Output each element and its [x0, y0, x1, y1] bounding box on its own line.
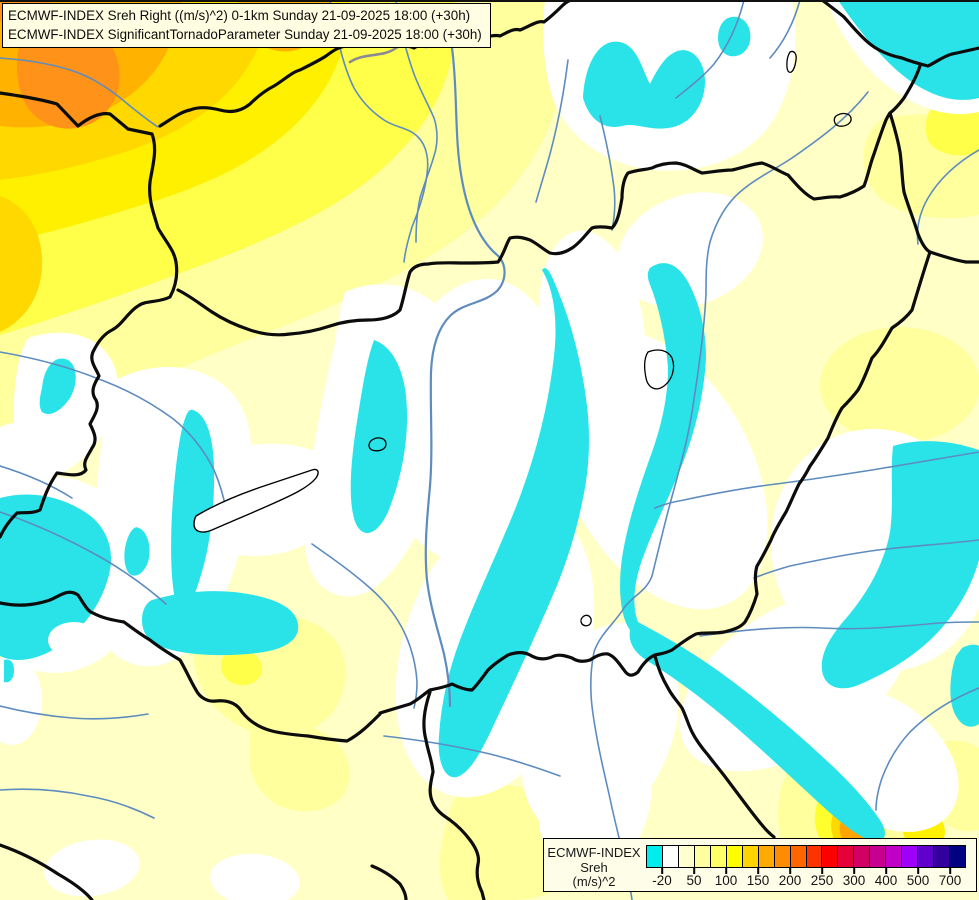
small-lake-ne-1: [786, 50, 797, 74]
legend-color-cell: [869, 845, 887, 868]
legend-tick-label: 700: [938, 873, 962, 888]
legend-title: ECMWF-INDEX: [547, 845, 641, 860]
legend-scale: -20 50 100 150 200 250 300 400 500 700: [646, 845, 967, 889]
legend-tick-mark: [661, 868, 663, 874]
legend-color-cell: [933, 845, 951, 868]
legend-tick-mark: [853, 868, 855, 874]
legend-color-cell: [853, 845, 871, 868]
lakes: [193, 50, 852, 627]
legend-tick-mark: [885, 868, 887, 874]
map-title-box: ECMWF-INDEX Sreh Right ((m/s)^2) 0-1km S…: [2, 3, 491, 48]
legend-box: ECMWF-INDEX Sreh (m/s)^2 -20 50 100 150 200 2…: [543, 838, 977, 892]
legend-label-block: ECMWF-INDEX Sreh (m/s)^2: [544, 839, 644, 891]
legend-color-cell: [949, 845, 967, 868]
small-lake-s: [580, 614, 592, 627]
legend-tick-label: 250: [810, 873, 834, 888]
legend-color-cell: [917, 845, 935, 868]
map-title-line-1: ECMWF-INDEX Sreh Right ((m/s)^2) 0-1km S…: [8, 8, 471, 23]
legend-colorbar: [646, 845, 967, 868]
legend-units: (m/s)^2: [572, 874, 616, 889]
legend-color-cell: [837, 845, 855, 868]
legend-tick-mark: [789, 868, 791, 874]
lake-balaton: [193, 468, 319, 533]
legend-color-cell: [693, 845, 711, 868]
legend-color-cell: [757, 845, 775, 868]
map-title-line-2: ECMWF-INDEX SignificantTornadoParameter …: [8, 27, 482, 42]
legend-color-cell: [661, 845, 679, 868]
legend-color-cell: [741, 845, 759, 868]
legend-tick-mark: [917, 868, 919, 874]
small-lake-ne-2: [833, 112, 852, 127]
legend-tick-label: 150: [746, 873, 770, 888]
legend-tick-label: 100: [714, 873, 738, 888]
legend-tick-label: 200: [778, 873, 802, 888]
legend-tick-mark: [949, 868, 951, 874]
legend-tick-mark: [725, 868, 727, 874]
legend-tick-mark: [757, 868, 759, 874]
legend-color-cell: [885, 845, 903, 868]
map-top-edge: [0, 0, 979, 2]
legend-tick-label: 300: [842, 873, 866, 888]
legend-tick-label: -20: [652, 873, 672, 888]
legend-color-cell: [789, 845, 807, 868]
legend-tick-mark: [693, 868, 695, 874]
lake-tisza: [644, 349, 675, 390]
legend-color-cell: [709, 845, 727, 868]
legend-parameter: Sreh: [580, 859, 608, 875]
legend-color-cell: [677, 845, 695, 868]
negative-helicity-regions: [0, 0, 979, 843]
legend-tick-label: 50: [686, 873, 702, 888]
legend-color-cell: [821, 845, 839, 868]
legend-tick-label: 400: [874, 873, 898, 888]
legend-color-cell: [805, 845, 823, 868]
legend-color-cell: [725, 845, 743, 868]
legend-tick-label: 500: [906, 873, 930, 888]
legend-color-cell: [773, 845, 791, 868]
legend-tick-mark: [821, 868, 823, 874]
legend-color-cell: [646, 845, 663, 868]
lake-velence: [368, 437, 387, 452]
legend-color-cell: [901, 845, 919, 868]
